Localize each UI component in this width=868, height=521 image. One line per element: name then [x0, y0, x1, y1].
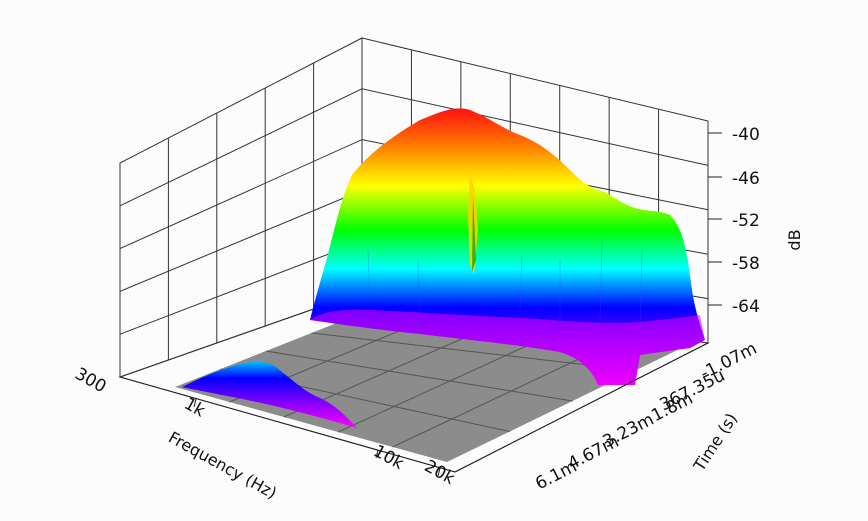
z-tick-label: -40	[732, 125, 760, 145]
z-axis-title: dB	[785, 229, 804, 250]
tail-body	[182, 361, 357, 428]
z-tick-label: -46	[732, 169, 760, 189]
left-wall	[119, 37, 363, 378]
y-axis-title: Time (s)	[689, 410, 741, 476]
late-tail-surface	[182, 361, 357, 428]
x-tick-label: 300	[71, 364, 109, 397]
ridge-streak	[639, 249, 643, 331]
z-tick-label: -52	[732, 211, 760, 231]
ridge-streak	[417, 259, 421, 311]
x-tick	[193, 398, 197, 408]
y-tick-label: 6.1m	[532, 457, 580, 495]
x-tick-label: 1k	[181, 394, 209, 422]
main-ridge-surface	[310, 108, 705, 386]
ridge-notch-shade	[472, 195, 476, 272]
floor-gridline	[265, 350, 573, 402]
ridge-streak	[599, 239, 603, 321]
z-tick-label: -58	[732, 254, 760, 274]
z-axis: -40 -46 -52 -58 -64 dB	[708, 125, 804, 317]
front-edge	[454, 342, 709, 473]
wall-gridline	[119, 139, 709, 250]
ridge-streak	[367, 249, 371, 301]
floor-gridline	[311, 332, 636, 371]
x-tick-label: 20k	[421, 456, 458, 489]
x-tick	[375, 449, 379, 459]
x-tick	[437, 467, 441, 477]
ridge-streak	[519, 254, 523, 313]
front-edge	[119, 376, 456, 473]
z-tick-label: -64	[732, 297, 760, 317]
ridge-base-fringe	[310, 309, 705, 385]
x-axis-title: Frequency (Hz)	[165, 428, 280, 503]
wall-gridline	[119, 88, 709, 207]
